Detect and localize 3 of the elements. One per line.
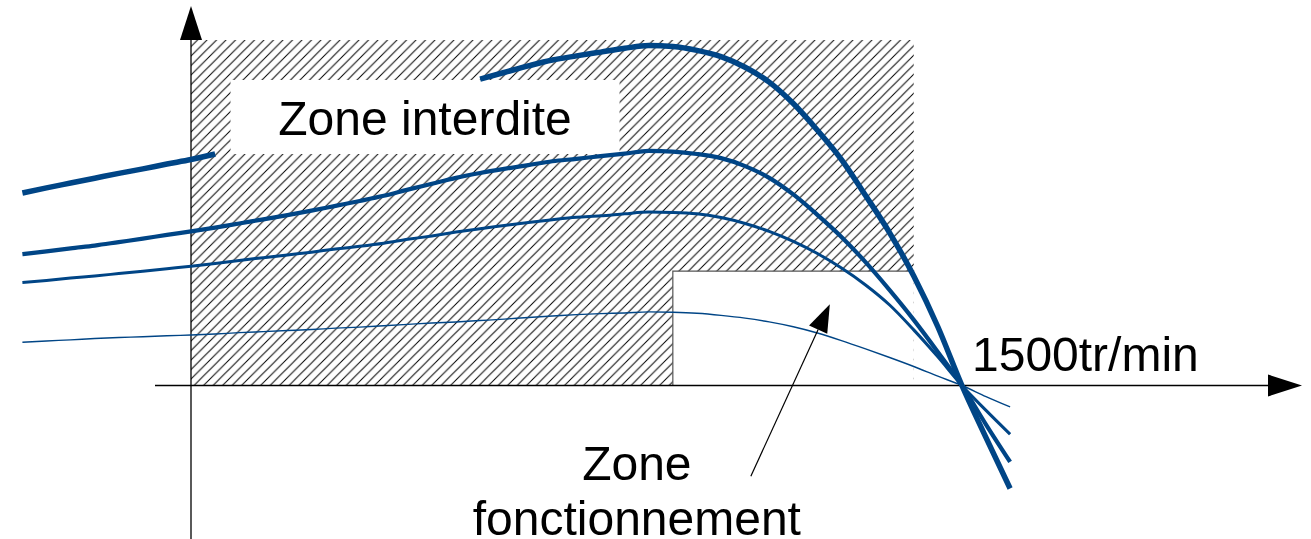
- annotation: 1500tr/min: [972, 328, 1199, 381]
- series-label: Zone interdite: [278, 92, 572, 145]
- series-label: Zone fonctionnement: [472, 437, 801, 539]
